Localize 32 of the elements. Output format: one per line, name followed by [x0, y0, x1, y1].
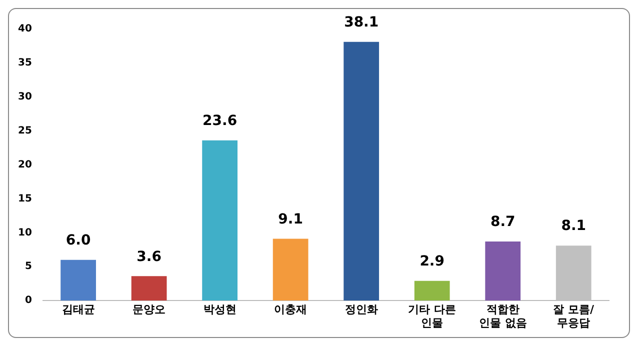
x-tick-label: 김태균	[62, 303, 95, 316]
bar	[414, 280, 450, 301]
x-tick-label: 문양오	[132, 303, 166, 316]
data-label: 8.7	[490, 214, 516, 230]
data-label: 38.1	[344, 14, 379, 31]
data-label: 6.0	[66, 232, 91, 248]
bar	[60, 260, 96, 301]
x-tick-label: 잘 모름/ 무응답	[553, 303, 596, 330]
x-tick-label: 박성현	[203, 303, 236, 316]
bar	[344, 42, 380, 301]
bar	[485, 242, 521, 301]
y-tick-label: 10	[18, 227, 32, 238]
y-tick-label: 25	[18, 125, 32, 136]
bar	[131, 276, 167, 301]
y-tick-label: 5	[24, 261, 32, 272]
bar	[272, 238, 308, 301]
y-tick-label: 15	[18, 193, 32, 204]
x-tick-label: 정인화	[344, 303, 378, 316]
y-tick-label: 0	[24, 295, 32, 306]
y-tick-label: 30	[18, 91, 32, 102]
x-tick-label: 이충재	[274, 303, 308, 316]
data-label: 2.9	[420, 254, 445, 270]
data-label: 9.1	[278, 211, 303, 228]
y-tick-label: 20	[18, 159, 32, 170]
y-tick-label: 35	[18, 58, 32, 69]
y-tick-label: 40	[18, 24, 32, 35]
x-tick-label: 적합한 인물 없음	[478, 303, 527, 330]
data-label: 8.1	[561, 218, 586, 234]
data-label: 23.6	[202, 112, 238, 129]
x-tick-label: 기타 다른 인물	[408, 303, 456, 330]
data-label: 3.6	[136, 248, 162, 265]
bar	[202, 140, 238, 301]
